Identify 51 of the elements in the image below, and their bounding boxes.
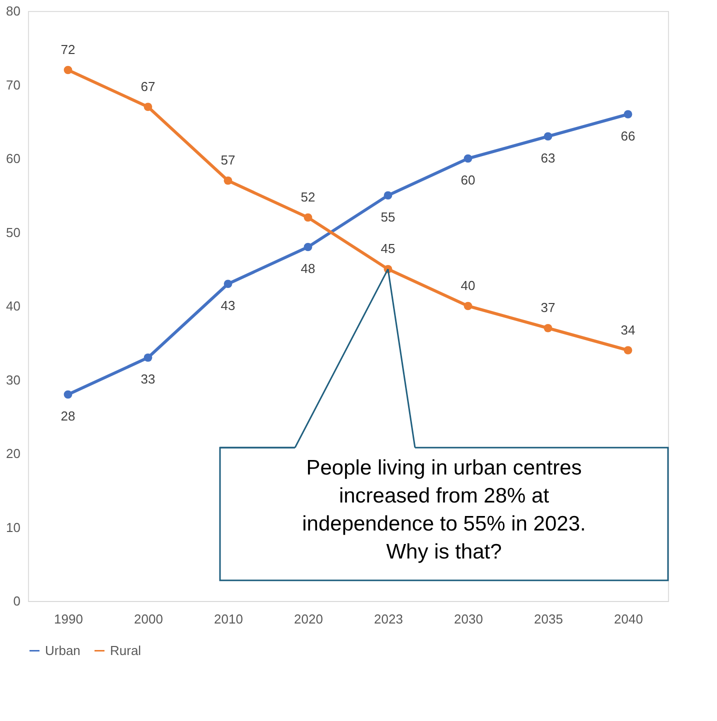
x-tick-label: 1990 [54,612,83,626]
y-tick-label: 60 [6,151,20,166]
x-tick-label: 2010 [214,612,243,626]
legend-label: Rural [110,642,142,658]
y-tick-label: 40 [6,298,20,314]
point [304,242,312,252]
data-label: 52 [300,190,316,204]
point [624,346,632,354]
data-label: 28 [60,408,76,424]
point [384,191,392,200]
point [224,280,232,288]
x-tick-label: 2035 [534,612,563,626]
point [64,390,72,399]
x-tick-label: 2020 [294,612,323,626]
data-label: 60 [460,172,476,188]
x-tick-label: 2000 [134,612,163,626]
data-label: 43 [220,298,236,313]
y-tick-label: 50 [6,224,20,240]
legend-label: Urban [45,642,80,658]
y-tick-label: 20 [6,446,20,461]
point [624,110,632,118]
point [144,353,152,362]
data-label: 67 [140,78,156,94]
point [64,66,72,74]
y-tick-label: 10 [6,520,20,535]
point [464,302,472,310]
data-label: 45 [380,241,396,256]
data-label: 66 [620,128,636,144]
data-label: 37 [540,300,556,316]
data-label: 33 [140,372,156,387]
data-label: 48 [300,261,316,276]
point [464,154,472,163]
data-label: 55 [380,209,396,224]
data-label: 63 [540,150,556,166]
data-label: 57 [220,152,236,168]
data-label: 40 [460,278,476,293]
point [544,132,552,141]
data-label: 72 [60,42,76,57]
y-tick-label: 30 [6,372,20,388]
point [544,324,552,332]
annotation: People living in urban centres increased from 28% at independence to 55% in 2023. Why is that? [302,456,586,564]
x-tick-label: 2040 [614,612,643,626]
point [304,213,312,222]
point [144,102,152,112]
data-label: 34 [620,322,636,338]
x-tick-label: 2023 [374,612,403,626]
x-tick-label: 2030 [454,612,483,626]
y-tick-label: 70 [6,77,20,92]
y-tick-label: 80 [6,4,20,18]
y-tick-label: 0 [13,594,20,608]
point [224,176,232,185]
